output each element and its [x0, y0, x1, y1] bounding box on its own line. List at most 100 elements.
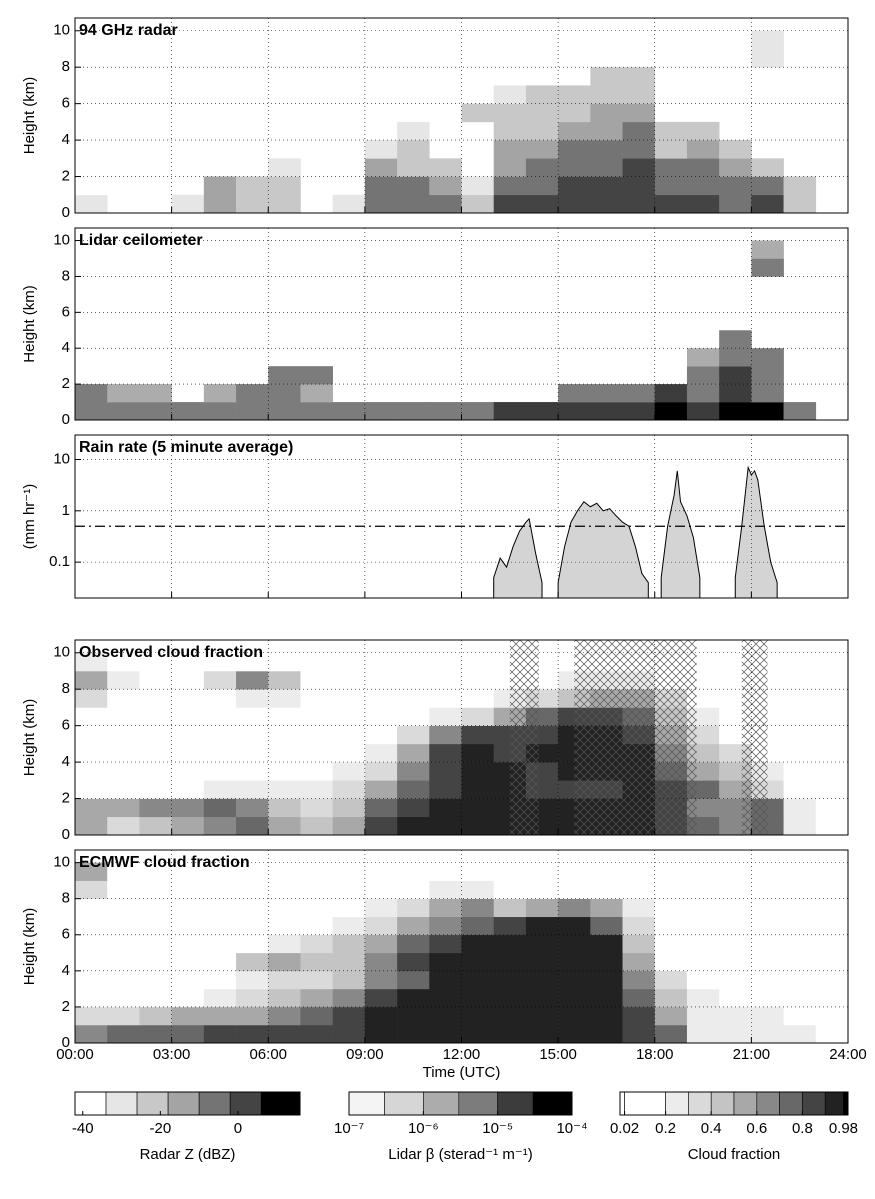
- cell: [75, 177, 108, 196]
- cell: [365, 935, 398, 953]
- cell: [623, 953, 656, 971]
- colorbar-tick-label: 10⁻⁵: [482, 1120, 513, 1137]
- cell: [268, 917, 301, 935]
- cell: [494, 1025, 527, 1043]
- cell: [300, 899, 333, 917]
- cell: [462, 917, 495, 935]
- cell: [365, 195, 398, 214]
- cell: [655, 1007, 688, 1025]
- cell: [784, 726, 817, 745]
- cell: [751, 881, 784, 899]
- x-tick-label: 21:00: [733, 1046, 771, 1063]
- x-tick-label: 09:00: [346, 1046, 384, 1063]
- cell: [816, 671, 849, 690]
- cell: [333, 653, 366, 672]
- cell: [397, 1025, 430, 1043]
- cell: [397, 177, 430, 196]
- cell: [494, 104, 527, 123]
- cell: [139, 989, 172, 1007]
- cell: [397, 799, 430, 818]
- cell: [268, 989, 301, 1007]
- cell: [687, 122, 720, 141]
- cell: [236, 689, 269, 708]
- cell: [655, 1025, 688, 1043]
- cell: [365, 671, 398, 690]
- cell: [590, 953, 623, 971]
- cell: [816, 726, 849, 745]
- cell: [751, 917, 784, 935]
- y-tick-label: 1: [62, 502, 70, 519]
- cell: [558, 863, 591, 881]
- cell: [462, 899, 495, 917]
- y-tick-label: 10: [53, 854, 70, 871]
- cell: [172, 953, 205, 971]
- colorbar-tick-label: 0.2: [655, 1120, 676, 1137]
- cell: [236, 971, 269, 989]
- panel-title: ECMWF cloud fraction: [79, 854, 250, 871]
- cell: [623, 85, 656, 104]
- cell: [816, 935, 849, 953]
- cell: [333, 989, 366, 1007]
- cell: [204, 707, 237, 726]
- colorbar-segment: [137, 1092, 168, 1115]
- cell: [816, 817, 849, 836]
- cell: [687, 158, 720, 177]
- cell: [204, 799, 237, 818]
- cell: [784, 762, 817, 781]
- cell: [655, 402, 688, 420]
- colorbar-label: Cloud fraction: [688, 1146, 781, 1163]
- cell: [172, 817, 205, 836]
- cell: [526, 881, 559, 899]
- cell: [590, 863, 623, 881]
- cell: [107, 744, 140, 763]
- cell: [590, 989, 623, 1007]
- cell: [751, 899, 784, 917]
- cell: [365, 780, 398, 799]
- cell: [784, 1025, 817, 1043]
- cell: [623, 384, 656, 402]
- cell: [300, 707, 333, 726]
- cell: [236, 953, 269, 971]
- cell: [784, 195, 817, 214]
- cell: [784, 1007, 817, 1025]
- colorbar-segment: [825, 1092, 843, 1115]
- cell: [397, 953, 430, 971]
- cell: [204, 917, 237, 935]
- cell: [365, 953, 398, 971]
- cell: [623, 122, 656, 141]
- y-tick-label: 0: [62, 204, 70, 221]
- cell: [494, 122, 527, 141]
- cell: [75, 917, 108, 935]
- cell: [139, 384, 172, 402]
- cell: [107, 384, 140, 402]
- cell: [655, 863, 688, 881]
- colorbar-segment: [459, 1092, 498, 1115]
- cell: [333, 899, 366, 917]
- cell: [655, 881, 688, 899]
- cell: [429, 671, 462, 690]
- cell: [623, 140, 656, 159]
- cell: [236, 707, 269, 726]
- cell: [816, 1025, 849, 1043]
- y-tick-label: 6: [62, 717, 70, 734]
- cell: [268, 899, 301, 917]
- cell: [687, 140, 720, 159]
- cell: [107, 726, 140, 745]
- y-axis-label: Height (km): [21, 908, 38, 986]
- cell: [719, 195, 752, 214]
- cell: [236, 817, 269, 836]
- cell: [397, 989, 430, 1007]
- y-tick-label: 8: [62, 890, 70, 907]
- cell: [75, 780, 108, 799]
- cell: [816, 653, 849, 672]
- cell: [590, 899, 623, 917]
- cell: [429, 799, 462, 818]
- cell: [75, 799, 108, 818]
- cell: [558, 899, 591, 917]
- cell: [75, 195, 108, 214]
- cell: [75, 1007, 108, 1025]
- cell: [751, 49, 784, 68]
- cell: [816, 917, 849, 935]
- cell: [204, 971, 237, 989]
- cell: [462, 780, 495, 799]
